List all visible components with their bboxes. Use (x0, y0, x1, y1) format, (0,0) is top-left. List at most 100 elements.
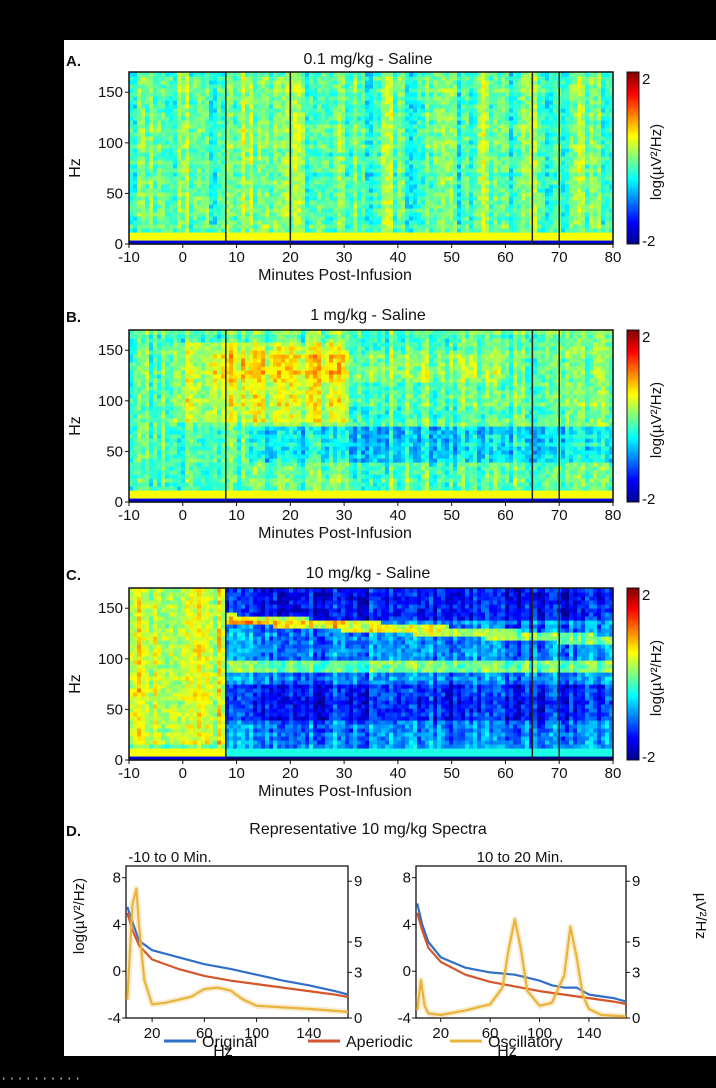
legend: Original Aperiodic Oscillatory (164, 1034, 563, 1051)
colorbar-tick-label: -2 (642, 233, 655, 250)
y2-tick-label: 5 (632, 934, 640, 951)
y-tick-label: 4 (113, 916, 121, 933)
y-tick-label: 8 (403, 870, 411, 887)
y-tick-label: 100 (98, 651, 123, 668)
y-axis-label: Hz (67, 674, 84, 694)
y-tick-label: 8 (113, 870, 121, 887)
x-tick-label: 70 (551, 507, 568, 524)
colorbar-tick-label: -2 (642, 749, 655, 766)
y-tick-label: 4 (403, 916, 411, 933)
heatmap-frame (128, 329, 614, 503)
y2-tick-label: 3 (632, 964, 640, 981)
spectra-right-ylabel: µV²/Hz (692, 893, 709, 939)
x-tick-label: 10 (228, 249, 245, 266)
x-tick-label: 30 (336, 765, 353, 782)
colorbar-label: log(µV²/Hz) (648, 382, 665, 458)
panel-b-letter: B. (66, 309, 81, 326)
x-tick-label: 20 (282, 507, 299, 524)
y-axis-label: Hz (67, 158, 84, 178)
y2-tick-label: 0 (632, 1010, 640, 1027)
heatmap-frame (128, 71, 614, 245)
y-tick-label: 150 (98, 342, 123, 359)
x-tick-label: 0 (179, 249, 187, 266)
x-tick-label: 10 (228, 765, 245, 782)
spectra-left-subtitle: -10 to 0 Min. (128, 849, 211, 866)
y2-tick-label: 9 (632, 873, 640, 890)
heatmap-frame (128, 587, 614, 761)
x-axis-label: Minutes Post-Infusion (258, 267, 412, 284)
x-axis-label: Minutes Post-Infusion (258, 525, 412, 542)
y-tick-label: 150 (98, 600, 123, 617)
y-tick-label: 0 (403, 963, 411, 980)
y-tick-label: 100 (98, 393, 123, 410)
dotted-separator: ·········· (0, 1072, 83, 1086)
y2-tick-label: 3 (354, 964, 362, 981)
x-tick-label: 30 (336, 507, 353, 524)
x-tick-label: 50 (443, 765, 460, 782)
spectra-left-ylabel: log(µV²/Hz) (71, 878, 88, 954)
x-tick-label: 100 (244, 1025, 269, 1042)
panel-c-letter: C. (66, 567, 81, 584)
colorbar (626, 329, 640, 503)
panel-a-title: 0.1 mg/kg - Saline (304, 51, 433, 68)
series-oscillatory-band (414, 916, 627, 1020)
y-tick-label: 50 (106, 185, 123, 202)
heatmap-cells (129, 588, 614, 761)
colorbar-label: log(µV²/Hz) (648, 124, 665, 200)
x-tick-label: 30 (336, 249, 353, 266)
x-tick-label: 20 (282, 249, 299, 266)
y2-tick-label: 9 (354, 873, 362, 890)
spectra-left: 20 60 100 140 -4 0 4 8 0 3 5 9 Hz (108, 865, 362, 1060)
y-axis-label: Hz (67, 416, 84, 436)
y-tick-label: 100 (98, 135, 123, 152)
x-tick-label: 60 (482, 1025, 499, 1042)
x-tick-label: 100 (527, 1025, 552, 1042)
x-tick-label: -10 (118, 507, 140, 524)
colorbar-tick-label: 2 (642, 587, 650, 604)
x-axis-label: Hz (497, 1043, 517, 1056)
x-tick-label: 0 (179, 507, 187, 524)
x-tick-label: 60 (196, 1025, 213, 1042)
series-oscillatory (126, 887, 349, 1013)
panel-a-letter: A. (66, 53, 81, 70)
x-tick-label: 40 (390, 507, 407, 524)
y-tick-label: 0 (113, 963, 121, 980)
spectra-right-subtitle: 10 to 20 Min. (477, 849, 564, 866)
x-axis-label: Minutes Post-Infusion (258, 783, 412, 800)
x-tick-label: 140 (576, 1025, 601, 1042)
x-tick-label: 50 (443, 507, 460, 524)
x-tick-label: 60 (497, 507, 514, 524)
x-tick-label: 0 (179, 765, 187, 782)
x-tick-label: -10 (118, 765, 140, 782)
panel-d-letter: D. (66, 823, 81, 840)
figure-svg: A. 0.1 mg/kg - Saline -10 0 10 20 30 40 50 60 70… (66, 51, 709, 1060)
colorbar-tick-label: 2 (642, 329, 650, 346)
y-tick-label: 0 (115, 752, 123, 769)
y-tick-label: -4 (108, 1010, 121, 1027)
x-tick-label: -10 (118, 249, 140, 266)
spectra-right: 20 60 100 140 -4 0 4 8 0 3 5 9 Hz (398, 865, 640, 1060)
heatmap-cells (129, 72, 614, 245)
legend-label-aperiodic: Aperiodic (346, 1034, 413, 1051)
series-original (416, 903, 627, 1003)
colorbar-tick-label: 2 (642, 71, 650, 88)
colorbar-tick-label: -2 (642, 491, 655, 508)
panel-b-title: 1 mg/kg - Saline (310, 307, 426, 324)
x-tick-label: 60 (497, 249, 514, 266)
y-tick-label: 150 (98, 84, 123, 101)
y-tick-label: 50 (106, 701, 123, 718)
panel-c-title: 10 mg/kg - Saline (306, 565, 431, 582)
y2-tick-label: 5 (354, 934, 362, 951)
x-tick-label: 50 (443, 249, 460, 266)
series-oscillatory (416, 918, 627, 1018)
colorbar (626, 587, 640, 761)
figure-panel: A. 0.1 mg/kg - Saline -10 0 10 20 30 40 50 60 70… (64, 40, 716, 1060)
x-tick-label: 40 (390, 765, 407, 782)
y-tick-label: 0 (115, 494, 123, 511)
colorbar-label: log(µV²/Hz) (648, 640, 665, 716)
x-tick-label: 70 (551, 765, 568, 782)
heatmap-cells (129, 330, 614, 503)
